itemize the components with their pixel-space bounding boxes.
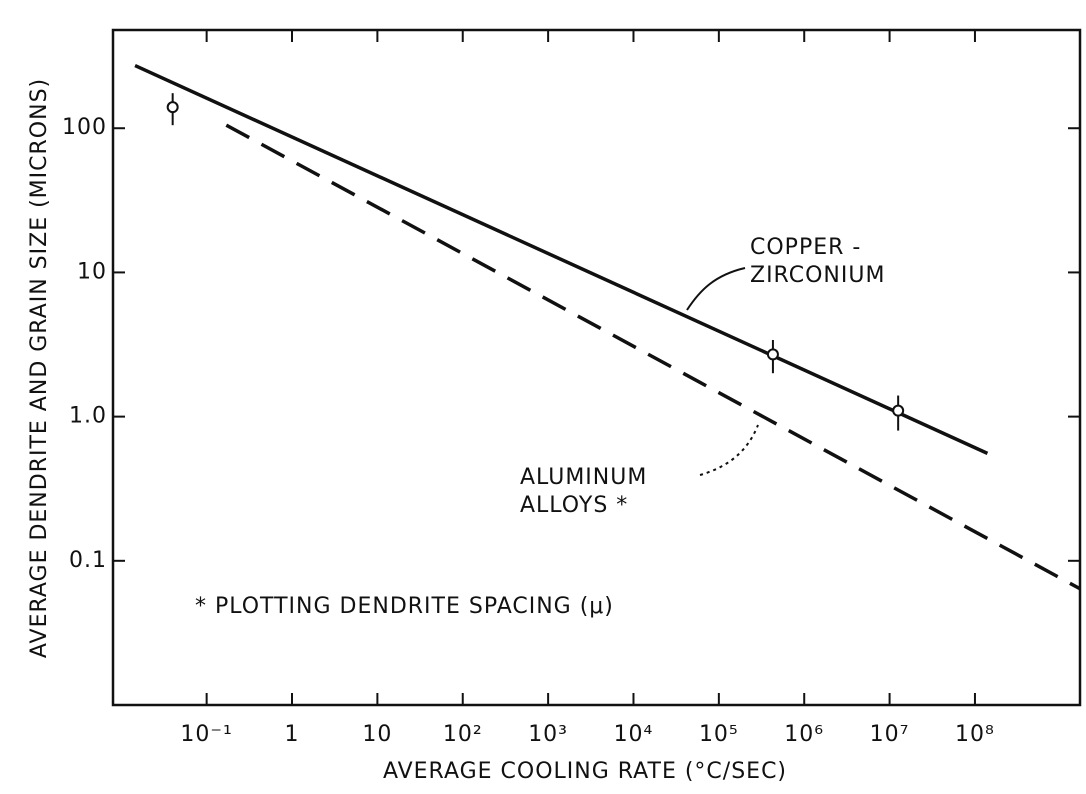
x-tick-label: 10⁸ xyxy=(955,722,995,747)
data-point xyxy=(892,404,905,417)
x-tick-label: 10⁴ xyxy=(614,722,654,747)
x-tick-label: 10⁵ xyxy=(699,722,739,747)
y-tick-label: 100 xyxy=(62,115,107,140)
x-tick-label: 10² xyxy=(443,722,483,747)
series-label: ALUMINUM xyxy=(520,465,647,490)
data-point xyxy=(766,348,779,361)
x-tick-label: 10 xyxy=(362,722,392,747)
series-label: ZIRCONIUM xyxy=(750,263,885,288)
data-point xyxy=(166,101,179,114)
x-tick-label: 10⁷ xyxy=(870,722,910,747)
y-tick-label: 1.0 xyxy=(69,404,107,429)
y-tick-label: 10 xyxy=(77,259,107,284)
y-tick-label: 0.1 xyxy=(69,548,107,573)
x-tick-label: 1 xyxy=(285,722,300,747)
y-axis-label: AVERAGE DENDRITE AND GRAIN SIZE (MICRONS… xyxy=(27,78,52,658)
footnote: * PLOTTING DENDRITE SPACING (μ) xyxy=(195,594,614,619)
x-axis-label: AVERAGE COOLING RATE (°C/SEC) xyxy=(383,759,787,784)
x-tick-label: 10⁶ xyxy=(784,722,824,747)
series-label: COPPER - xyxy=(750,235,861,260)
series-line xyxy=(225,123,1081,591)
series-label: ALLOYS * xyxy=(520,493,628,518)
series-line xyxy=(134,63,989,455)
plot-frame xyxy=(111,28,1082,707)
x-tick-label: 10³ xyxy=(528,722,568,747)
leader-line xyxy=(699,424,759,476)
leader-line xyxy=(686,267,746,311)
x-tick-label: 10⁻¹ xyxy=(180,722,232,747)
